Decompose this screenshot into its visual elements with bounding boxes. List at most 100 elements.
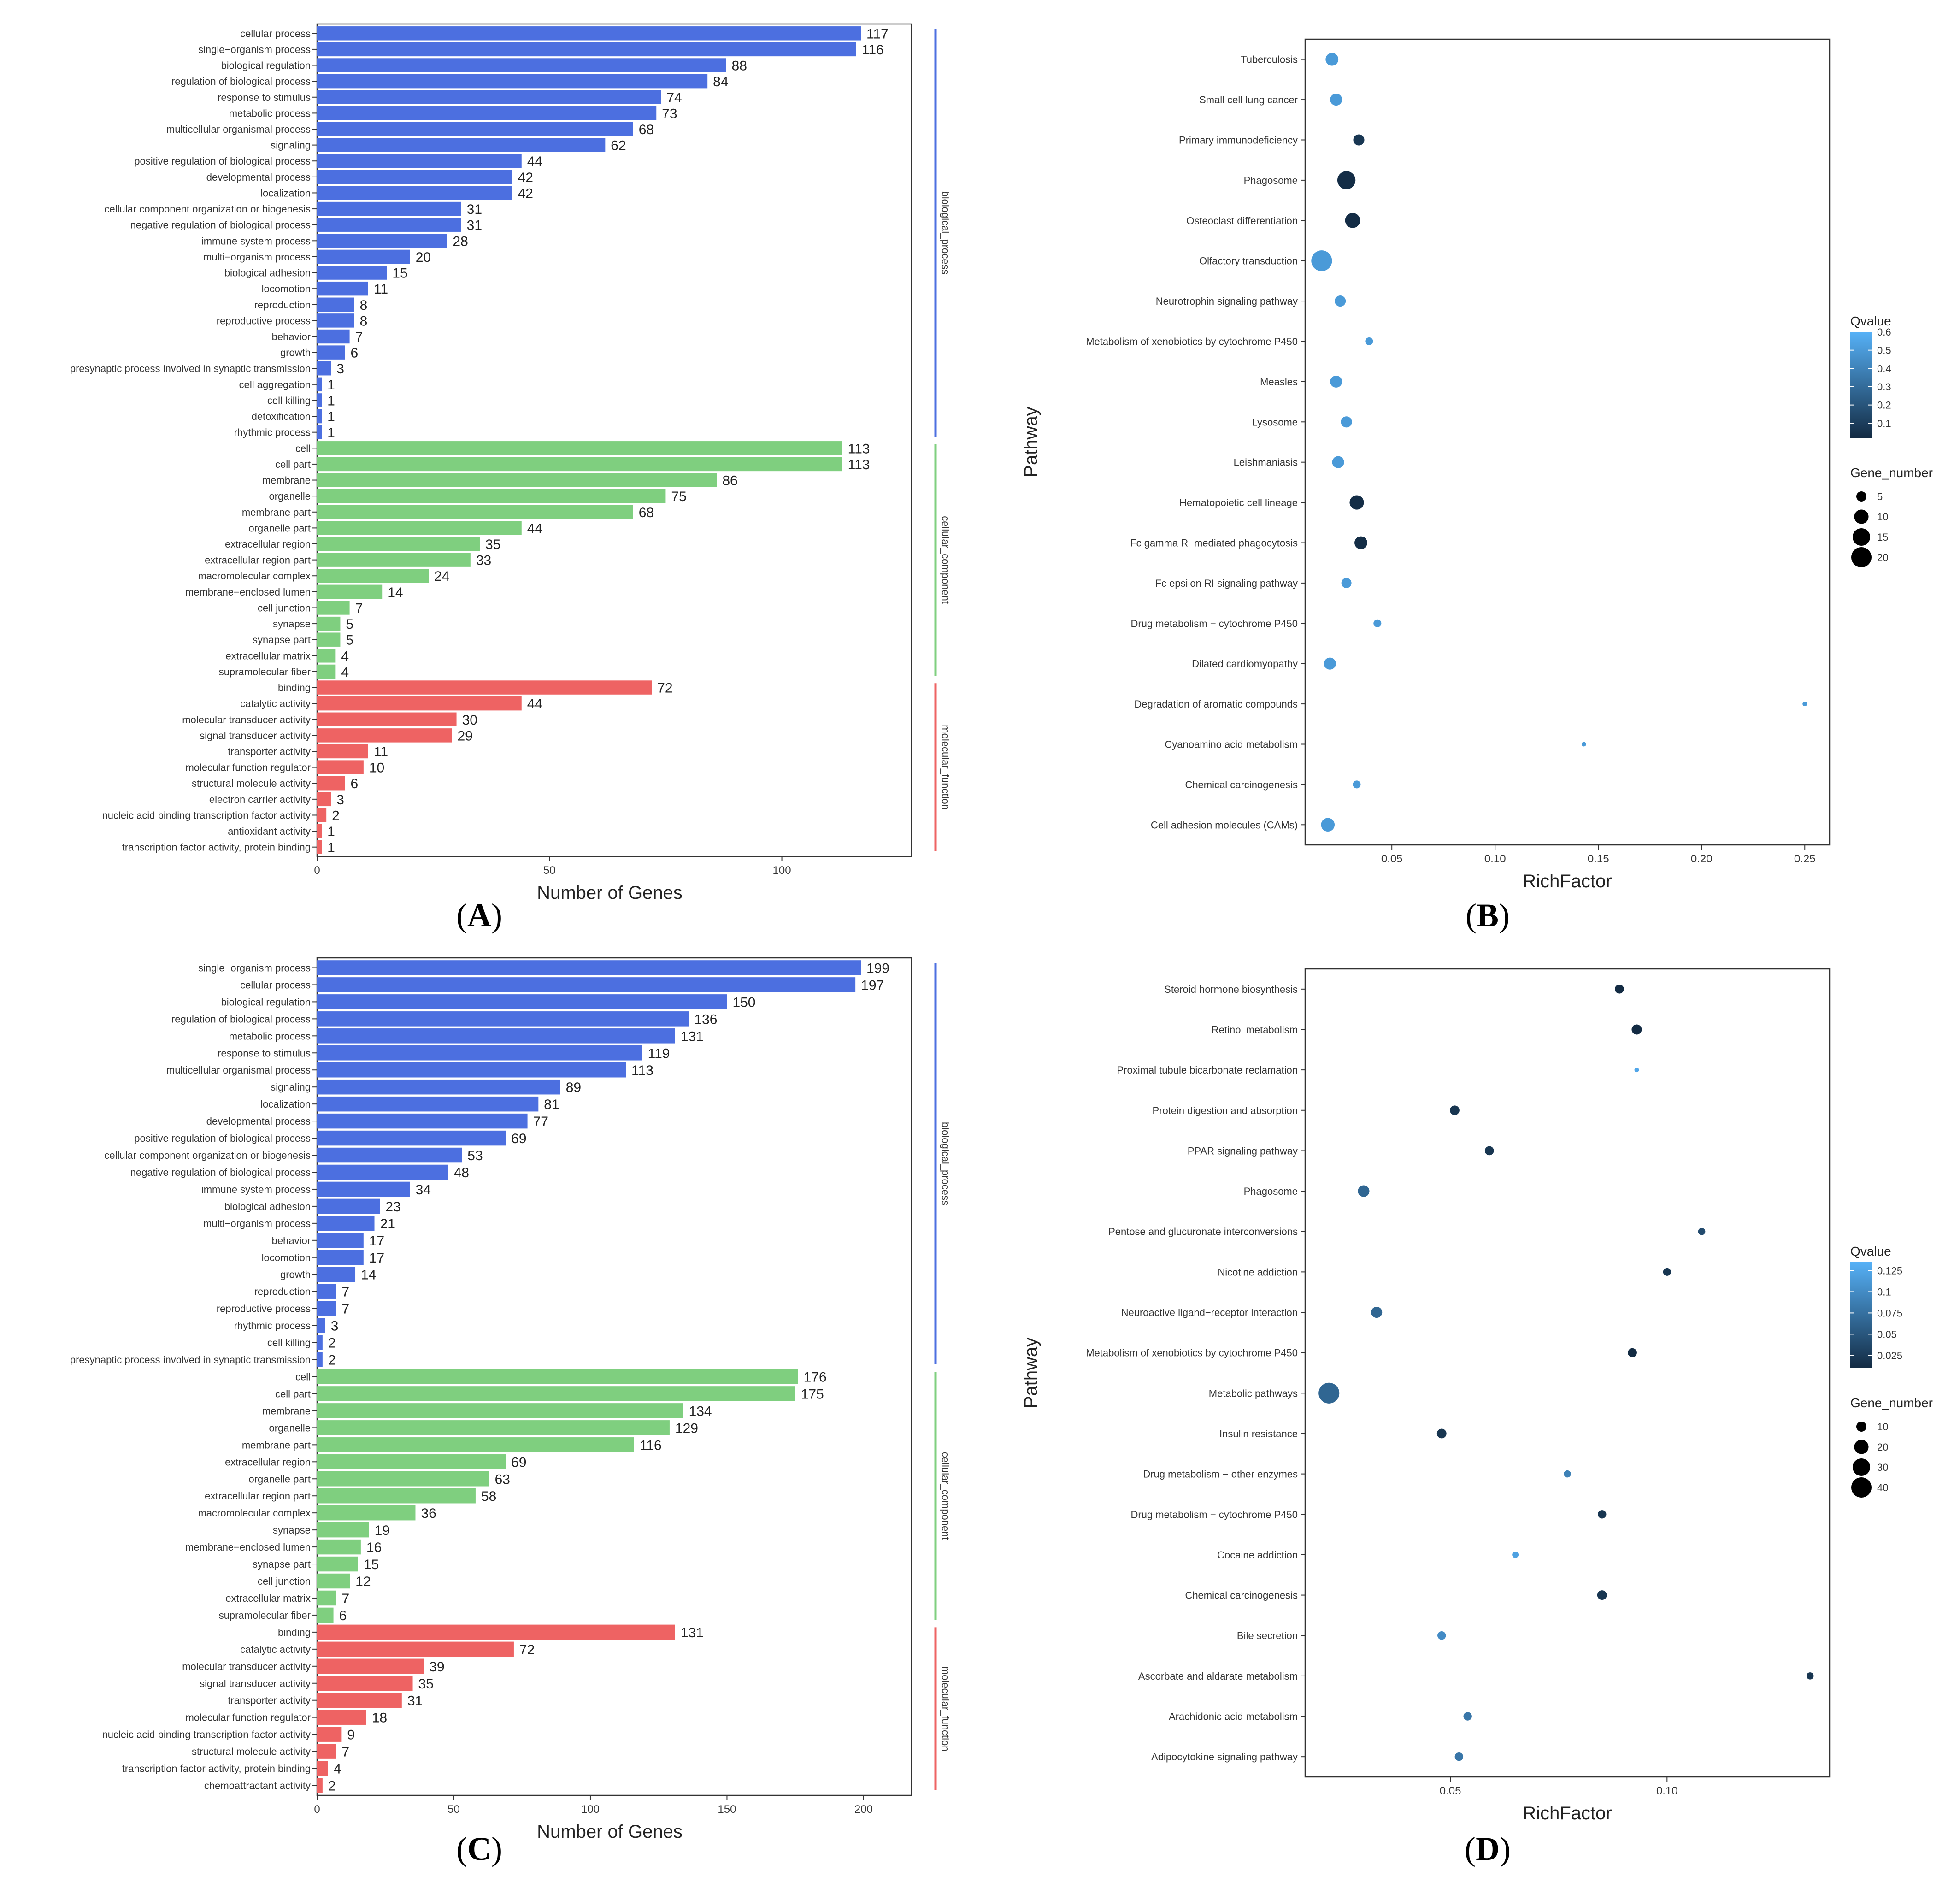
bar xyxy=(317,1250,364,1265)
category-label: detoxification xyxy=(252,411,311,422)
category-label: chemoattractant activity xyxy=(204,1780,311,1792)
x-tick-label: 0.15 xyxy=(1588,853,1609,865)
bar xyxy=(317,712,457,726)
data-point xyxy=(1353,780,1361,789)
qvalue-legend-title: Qvalue xyxy=(1850,314,1891,328)
category-label: transcription factor activity, protein b… xyxy=(122,1763,311,1775)
bar xyxy=(317,1164,448,1180)
data-label: 1 xyxy=(327,393,335,408)
category-label: cell junction xyxy=(258,1575,311,1587)
category-label: macromolecular complex xyxy=(198,570,311,582)
category-label: cell killing xyxy=(267,1337,311,1349)
bar xyxy=(317,90,661,104)
bar xyxy=(317,1147,462,1163)
data-label: 28 xyxy=(453,234,468,249)
data-label: 5 xyxy=(346,617,353,632)
data-label: 23 xyxy=(385,1199,400,1215)
category-label: cellular process xyxy=(240,979,311,991)
category-label: synapse xyxy=(273,618,311,630)
x-tick-label: 50 xyxy=(543,864,556,877)
x-tick-label: 0.20 xyxy=(1691,853,1713,865)
data-point xyxy=(1631,1024,1642,1035)
category-label: molecular function regulator xyxy=(186,762,311,773)
bar xyxy=(317,664,336,679)
category-label: locomotion xyxy=(262,1252,311,1263)
pathway-label: Insulin resistance xyxy=(1219,1428,1298,1440)
data-label: 72 xyxy=(519,1642,535,1658)
data-label: 72 xyxy=(657,681,672,696)
data-label: 18 xyxy=(372,1711,387,1726)
data-point xyxy=(1581,742,1586,747)
data-label: 1 xyxy=(327,824,335,839)
bar xyxy=(317,537,480,551)
data-label: 10 xyxy=(369,761,384,776)
data-label: 2 xyxy=(328,1353,336,1368)
data-label: 69 xyxy=(511,1131,526,1146)
x-tick-label: 100 xyxy=(773,864,791,877)
size-legend-dot xyxy=(1852,1458,1871,1476)
bar xyxy=(317,1420,670,1435)
bar xyxy=(317,808,327,822)
data-point xyxy=(1341,578,1352,588)
bar xyxy=(317,680,652,695)
bar xyxy=(317,218,461,232)
category-label: membrane part xyxy=(242,507,311,518)
data-point xyxy=(1330,375,1342,388)
category-label: synapse xyxy=(273,1524,311,1536)
bar xyxy=(317,1335,323,1350)
data-label: 17 xyxy=(369,1251,384,1266)
category-label: structural molecule activity xyxy=(192,1746,311,1758)
bar xyxy=(317,266,387,280)
bar xyxy=(317,553,471,567)
category-label: synapse part xyxy=(253,634,311,646)
group-label: molecular_function xyxy=(940,1666,951,1752)
bar xyxy=(317,1727,342,1742)
data-label: 4 xyxy=(334,1762,341,1777)
category-label: response to stimulus xyxy=(218,1047,311,1059)
data-label: 1 xyxy=(327,409,335,425)
bar xyxy=(317,393,322,407)
pathway-label: Osteoclast differentiation xyxy=(1186,215,1298,226)
bar xyxy=(317,505,633,519)
bar xyxy=(317,696,522,711)
data-label: 131 xyxy=(681,1029,704,1044)
data-label: 74 xyxy=(666,90,682,106)
category-label: supramolecular fiber xyxy=(219,1610,311,1621)
category-label: nucleic acid binding transcription facto… xyxy=(102,809,311,821)
category-label: single−organism process xyxy=(198,44,311,55)
bar xyxy=(317,1710,366,1725)
bar xyxy=(317,840,322,854)
pathway-label: Steroid hormone biosynthesis xyxy=(1164,984,1298,995)
panel-label: (D) xyxy=(1465,1830,1511,1867)
qvalue-colorbar xyxy=(1850,332,1872,438)
data-point xyxy=(1463,1712,1472,1721)
bar xyxy=(317,744,368,759)
category-label: multi−organism process xyxy=(203,251,311,263)
bar xyxy=(317,960,861,975)
category-label: transporter activity xyxy=(228,1695,311,1706)
size-legend-dot xyxy=(1856,1422,1866,1432)
x-tick-label: 0 xyxy=(314,864,320,877)
data-point xyxy=(1358,1185,1370,1197)
bar xyxy=(317,1233,364,1248)
bar xyxy=(317,1693,402,1708)
scatter-chart-D: Steroid hormone biosynthesis Retinol meta… xyxy=(1021,968,1933,1823)
category-label: binding xyxy=(278,1627,311,1638)
panel-label: (C) xyxy=(456,1830,502,1867)
category-label: supramolecular fiber xyxy=(219,666,311,678)
size-legend-dot xyxy=(1854,509,1869,524)
data-point xyxy=(1341,416,1352,428)
category-label: signaling xyxy=(271,140,311,151)
category-label: organelle part xyxy=(248,522,311,534)
bar xyxy=(317,1096,539,1112)
x-tick-label: 100 xyxy=(581,1803,600,1816)
category-label: molecular transducer activity xyxy=(182,1661,311,1672)
data-label: 62 xyxy=(611,138,626,153)
data-label: 6 xyxy=(339,1608,347,1623)
group-label: molecular_function xyxy=(940,725,951,810)
data-label: 150 xyxy=(732,995,755,1010)
data-label: 2 xyxy=(328,1336,336,1351)
bar xyxy=(317,1062,626,1078)
